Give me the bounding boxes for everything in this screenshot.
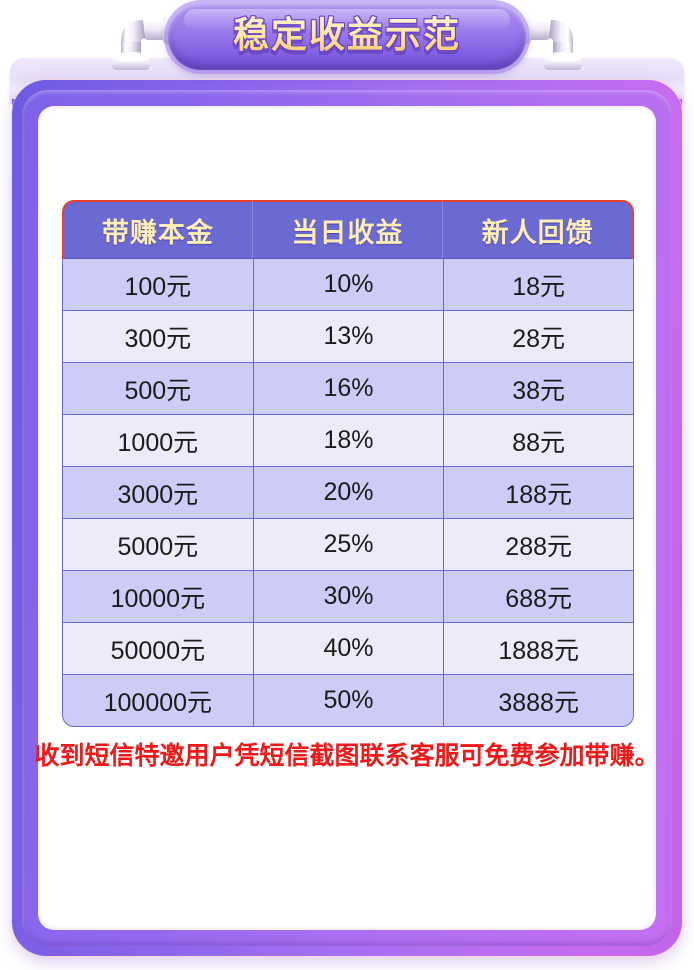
col-header-daily-return: 当日收益 xyxy=(252,200,444,259)
col-header-principal: 带赚本金 xyxy=(62,200,253,259)
table-row: 5000元 25% 288元 xyxy=(62,519,634,571)
cell-daily-return: 30% xyxy=(252,571,444,623)
cell-newcomer-bonus: 28元 xyxy=(443,311,634,363)
cell-principal: 300元 xyxy=(62,311,253,363)
cell-daily-return: 50% xyxy=(252,675,444,727)
cell-newcomer-bonus: 3888元 xyxy=(443,675,634,727)
cell-daily-return: 16% xyxy=(252,363,444,415)
table-row: 100元 10% 18元 xyxy=(62,259,634,311)
table-row: 10000元 30% 688元 xyxy=(62,571,634,623)
rate-table-head: 带赚本金 当日收益 新人回馈 xyxy=(62,200,634,259)
cell-principal: 3000元 xyxy=(62,467,253,519)
cell-principal: 100000元 xyxy=(62,675,253,727)
title-banner: 稳定收益示范 xyxy=(0,0,694,90)
table-row: 500元 16% 38元 xyxy=(62,363,634,415)
cell-newcomer-bonus: 688元 xyxy=(443,571,634,623)
rate-table-body: 100元 10% 18元 300元 13% 28元 500元 16% 38元 1000元 18% 88… xyxy=(62,259,634,727)
table-row: 300元 13% 28元 xyxy=(62,311,634,363)
table-row: 1000元 18% 88元 xyxy=(62,415,634,467)
cell-principal: 10000元 xyxy=(62,571,253,623)
rate-table-container: 带赚本金 当日收益 新人回馈 100元 10% 18元 300元 13% 28元 500元 1… xyxy=(62,200,634,727)
table-row: 100000元 50% 3888元 xyxy=(62,675,634,727)
cell-daily-return: 40% xyxy=(252,623,444,675)
cell-principal: 5000元 xyxy=(62,519,253,571)
cell-newcomer-bonus: 1888元 xyxy=(443,623,634,675)
col-header-newcomer-bonus: 新人回馈 xyxy=(443,200,634,259)
cell-newcomer-bonus: 18元 xyxy=(443,259,634,311)
title-capsule: 稳定收益示范 xyxy=(168,4,526,70)
cell-newcomer-bonus: 88元 xyxy=(443,415,634,467)
cell-principal: 100元 xyxy=(62,259,253,311)
cell-daily-return: 25% xyxy=(252,519,444,571)
table-row: 3000元 20% 188元 xyxy=(62,467,634,519)
footnote-text: 收到短信特邀用户凭短信截图联系客服可免费参加带赚。 xyxy=(34,742,660,770)
table-header-row: 带赚本金 当日收益 新人回馈 xyxy=(62,200,634,259)
cell-daily-return: 13% xyxy=(252,311,444,363)
cell-principal: 50000元 xyxy=(62,623,253,675)
cell-newcomer-bonus: 188元 xyxy=(443,467,634,519)
cell-daily-return: 10% xyxy=(252,259,444,311)
cell-daily-return: 20% xyxy=(252,467,444,519)
banner-title: 稳定收益示范 xyxy=(168,13,526,57)
cell-daily-return: 18% xyxy=(252,415,444,467)
cell-newcomer-bonus: 38元 xyxy=(443,363,634,415)
promo-card: 带赚本金 当日收益 新人回馈 100元 10% 18元 300元 13% 28元 500元 1… xyxy=(0,58,694,970)
cell-newcomer-bonus: 288元 xyxy=(443,519,634,571)
cell-principal: 500元 xyxy=(62,363,253,415)
table-row: 50000元 40% 1888元 xyxy=(62,623,634,675)
rate-table: 带赚本金 当日收益 新人回馈 100元 10% 18元 300元 13% 28元 500元 1… xyxy=(62,200,634,727)
cell-principal: 1000元 xyxy=(62,415,253,467)
